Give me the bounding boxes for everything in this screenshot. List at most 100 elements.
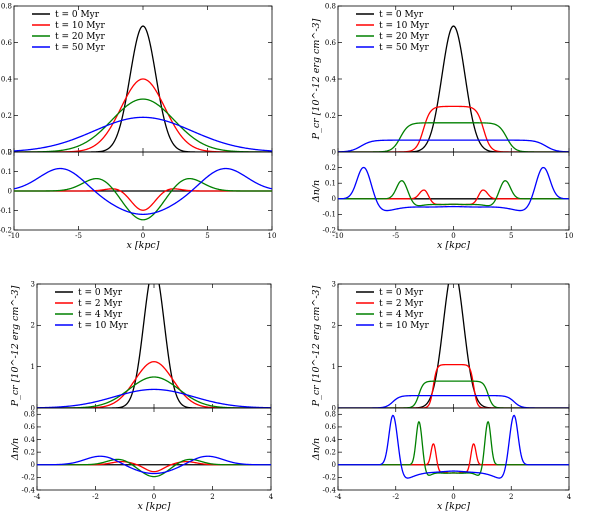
lower-ytick-label: 0.6 <box>24 423 36 431</box>
upper-ytick-label: 2 <box>31 322 35 330</box>
legend-entry: t = 50 Myr <box>379 43 429 53</box>
legend-entry: t = 0 Myr <box>55 10 100 20</box>
legend-entry: t = 10 Myr <box>78 321 128 331</box>
xtick-label: 10 <box>268 232 277 240</box>
panel-top-right: 0 0.2 0.4 0.6 0.8P_cr [10^-12 erg cm^-3] -0.2… <box>311 2 573 251</box>
legend-entry: t = 0 Myr <box>78 288 123 298</box>
upper-axes-frame <box>337 5 570 153</box>
lower-ytick-label: 0.1 <box>1 168 12 176</box>
upper-ytick-label: 3 <box>31 280 35 288</box>
upper-series-line-green <box>338 380 569 408</box>
upper-series-line-red <box>338 363 569 408</box>
lower-ylabel: Δn/n <box>311 438 322 461</box>
lower-ytick-label: -0.2 <box>0 226 12 234</box>
x-axis-label: x [kpc] <box>437 240 470 251</box>
lower-axes-frame <box>337 407 570 491</box>
panel-top-left: 00.20.40.60.8P_cr [10^-12 erg cm^-3]-0.2… <box>0 2 276 251</box>
upper-series-line-black <box>14 25 272 152</box>
lower-series-line-green <box>14 177 272 221</box>
lower-ytick-label: 0.4 <box>325 436 337 444</box>
lower-ytick-label: 0.6 <box>325 423 337 431</box>
upper-series-line-black <box>37 284 271 408</box>
upper-ytick-label: 0.4 <box>325 75 337 83</box>
upper-series-line-blue <box>14 116 272 152</box>
xtick-label: -10 <box>332 232 343 240</box>
lower-ytick-label: -0.2 <box>323 226 337 234</box>
xtick-label: 5 <box>205 232 209 240</box>
xtick-label: -5 <box>392 232 399 240</box>
lower-ytick-label: 0.2 <box>1 148 12 156</box>
upper-series-line-green <box>37 376 271 408</box>
x-axis-label: x [kpc] <box>127 240 160 251</box>
lower-ytick-label: 0 <box>332 195 336 203</box>
upper-ytick-label: 0.8 <box>325 2 336 10</box>
lower-ytick-label: -0.2 <box>22 474 36 482</box>
legend-entry: t = 4 Myr <box>78 310 123 320</box>
xtick-label: 2 <box>210 493 214 501</box>
lower-series-line-red <box>14 188 272 211</box>
lower-ylabel: Δn/n <box>10 438 21 461</box>
legend-entry: t = 0 Myr <box>379 288 424 298</box>
lower-series-line-red <box>338 189 569 206</box>
lower-ytick-label: 0.2 <box>325 448 336 456</box>
xtick-label: -10 <box>8 232 19 240</box>
lower-ytick-label: 0 <box>332 461 336 469</box>
upper-series-line-red <box>338 105 569 152</box>
upper-ytick-label: 1 <box>31 363 35 371</box>
upper-ytick-label: 0.8 <box>1 2 12 10</box>
xtick-label: 4 <box>269 493 274 501</box>
x-axis-label: x [kpc] <box>437 501 470 511</box>
xtick-label: -4 <box>335 493 342 501</box>
xtick-label: -5 <box>75 232 82 240</box>
lower-series-line-green <box>338 420 569 476</box>
legend-entry: t = 0 Myr <box>379 10 424 20</box>
upper-ytick-label: 0.4 <box>1 75 13 83</box>
lower-series-line-green <box>338 180 569 207</box>
xtick-label: 0 <box>451 232 455 240</box>
x-axis-label: x [kpc] <box>138 501 171 511</box>
lower-ytick-label: 0.2 <box>24 448 35 456</box>
upper-ylabel: P_cr [10^-12 erg cm^-3] <box>311 18 322 140</box>
upper-series-line-blue <box>37 388 271 408</box>
legend-entry: t = 50 Myr <box>55 43 105 53</box>
lower-series-line-red <box>338 443 569 474</box>
xtick-label: 5 <box>509 232 513 240</box>
upper-ytick-label: 0 <box>332 404 336 412</box>
lower-ytick-label: 0 <box>8 187 12 195</box>
lower-ytick-label: -0.2 <box>323 474 337 482</box>
panel-bottom-right: 0 1 2 3 P_cr [10^-12 erg cm^-3] -0.4 -0.2 0 0.2 0… <box>311 280 572 511</box>
upper-ytick-label: 0.2 <box>325 112 336 120</box>
upper-ylabel: P_cr [10^-12 erg cm^-3] <box>10 285 21 407</box>
upper-series-line-green <box>14 98 272 152</box>
upper-ytick-label: 0.6 <box>325 39 337 47</box>
lower-ytick-label: 0.4 <box>24 436 36 444</box>
legend-entry: t = 10 Myr <box>55 21 105 31</box>
lower-ytick-label: 0.1 <box>325 180 336 188</box>
lower-ytick-label: -0.1 <box>323 211 337 219</box>
upper-series-line-black <box>338 25 569 152</box>
legend-entry: t = 4 Myr <box>379 310 424 320</box>
upper-ytick-label: 0 <box>8 148 12 156</box>
lower-ylabel: Δn/n <box>311 180 322 203</box>
legend-entry: t = 10 Myr <box>379 321 429 331</box>
upper-series-line-blue <box>338 139 569 152</box>
upper-series-line-red <box>37 361 271 408</box>
lower-series-line-blue <box>338 414 569 479</box>
xtick-label: 0 <box>451 493 455 501</box>
panel-bottom-left: 0 1 2 3 P_cr [10^-12 erg cm^-3] -0.4 -0.2 0 0.2 0… <box>10 280 274 511</box>
lower-ytick-label: 0 <box>31 461 35 469</box>
legend-entry: t = 20 Myr <box>379 32 429 42</box>
legend-entry: t = 10 Myr <box>379 21 429 31</box>
legend-entry: t = 2 Myr <box>379 299 424 309</box>
lower-series-line-blue <box>338 166 569 212</box>
upper-ytick-label: 1 <box>332 363 336 371</box>
upper-series-line-green <box>338 122 569 152</box>
legend-entry: t = 20 Myr <box>55 32 105 42</box>
legend-entry: t = 2 Myr <box>78 299 123 309</box>
upper-series-line-black <box>338 284 569 408</box>
xtick-label: 0 <box>141 232 145 240</box>
upper-ytick-label: 0.2 <box>1 112 12 120</box>
xtick-label: -2 <box>392 493 399 501</box>
xtick-label: 4 <box>567 493 572 501</box>
